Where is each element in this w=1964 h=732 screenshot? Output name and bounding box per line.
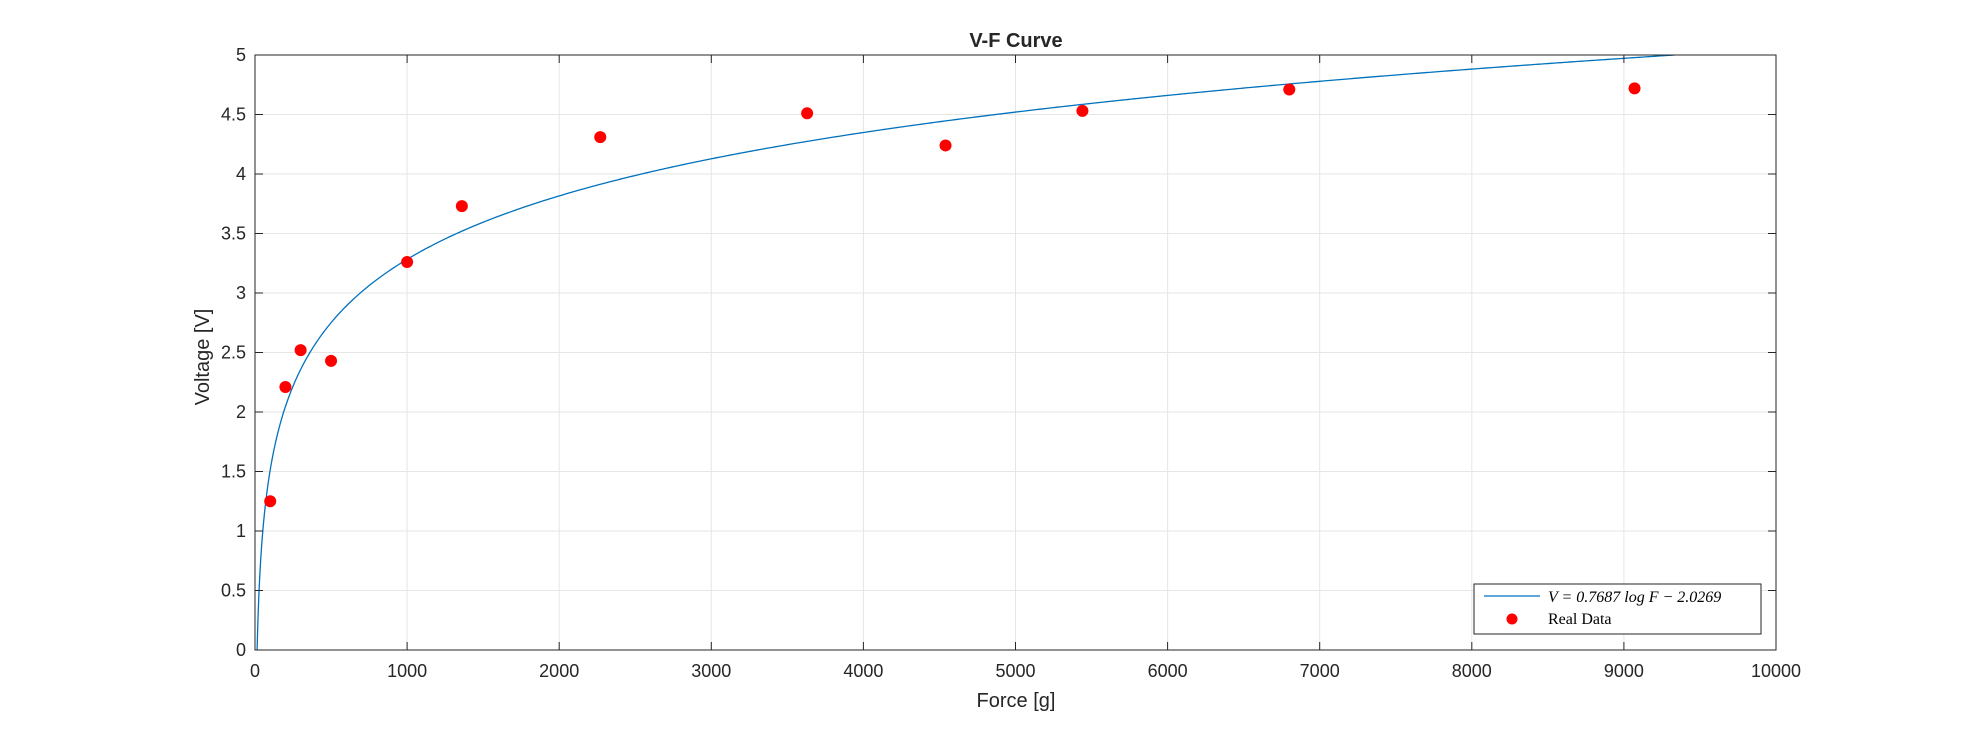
- x-tick-label: 3000: [691, 661, 731, 681]
- legend-marker-swatch: [1506, 613, 1518, 625]
- x-tick-label: 9000: [1604, 661, 1644, 681]
- legend: V = 0.7687 log F − 2.0269 Real Data: [1473, 583, 1762, 635]
- x-tick-label: 4000: [843, 661, 883, 681]
- y-tick-label: 3.5: [221, 224, 246, 244]
- x-tick-label: 0: [250, 661, 260, 681]
- x-tick-label: 10000: [1751, 661, 1801, 681]
- data-point: [1628, 82, 1641, 95]
- data-point: [455, 200, 468, 213]
- x-tick-label: 5000: [995, 661, 1035, 681]
- x-axis-label: Force [g]: [977, 690, 1056, 712]
- y-tick-label: 1: [236, 521, 246, 541]
- y-tick-label: 4: [236, 164, 246, 184]
- x-tick-label: 8000: [1452, 661, 1492, 681]
- data-point: [325, 354, 338, 367]
- x-tick-label: 2000: [539, 661, 579, 681]
- data-point: [1283, 83, 1296, 96]
- data-point: [401, 256, 414, 269]
- y-tick-label: 0: [236, 640, 246, 660]
- legend-label-real-data: Real Data: [1548, 611, 1612, 628]
- y-tick-label: 0.5: [221, 581, 246, 601]
- data-point: [1076, 104, 1089, 117]
- x-tick-label: 1000: [387, 661, 427, 681]
- data-point: [264, 495, 277, 508]
- ticks: 0 1000 2000 3000 4000 5000 6000 7000 8000 9000 100…: [221, 45, 1801, 681]
- data-point: [294, 344, 307, 357]
- y-tick-label: 2.5: [221, 343, 246, 363]
- y-axis-label: Voltage [V]: [192, 309, 214, 406]
- legend-label-fit: V = 0.7687 log F − 2.0269: [1548, 589, 1721, 606]
- data-point: [594, 131, 607, 144]
- y-tick-label: 4.5: [221, 105, 246, 125]
- data-point: [939, 139, 952, 152]
- y-tick-label: 1.5: [221, 462, 246, 482]
- data-point: [279, 381, 292, 394]
- legend-box: [1473, 583, 1762, 635]
- fit-curve-line: [256, 54, 1675, 651]
- y-tick-label: 2: [236, 402, 246, 422]
- y-tick-label: 5: [236, 45, 246, 65]
- data-points: [264, 82, 1641, 508]
- y-tick-label: 3: [236, 283, 246, 303]
- data-point: [801, 107, 814, 120]
- fit-curve: [256, 54, 1675, 651]
- x-tick-label: 7000: [1300, 661, 1340, 681]
- chart-title: V-F Curve: [969, 30, 1062, 52]
- x-tick-label: 6000: [1148, 661, 1188, 681]
